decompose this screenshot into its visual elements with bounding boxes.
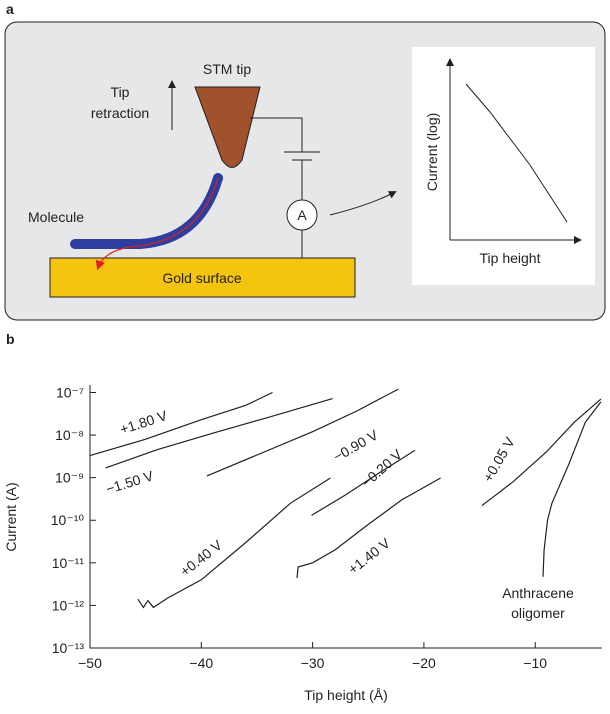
inset [412, 47, 595, 285]
inset-ylabel: Current (log) [424, 113, 440, 192]
curve [89, 391, 273, 457]
ammeter-label: A [297, 207, 307, 223]
y-tick-label: 10⁻¹⁰ [51, 512, 85, 528]
curve [137, 477, 331, 609]
x-tick-label: −40 [189, 655, 213, 671]
curve-label: +1.80 V [118, 407, 170, 437]
y-tick-label: 10⁻¹³ [52, 640, 85, 656]
curve-label: +1.40 V [345, 534, 394, 577]
y-tick-label: 10⁻¹² [52, 597, 85, 613]
inset-xlabel: Tip height [480, 250, 541, 266]
inset-curve [465, 83, 568, 223]
curve-label: +0.05 V [480, 434, 519, 485]
x-tick-label: −50 [78, 655, 102, 671]
current-path [95, 177, 219, 271]
curve [105, 398, 333, 469]
molecule-label: Molecule [28, 209, 84, 225]
y-tick-label: 10⁻⁹ [55, 470, 84, 486]
curve [542, 401, 602, 577]
curve [481, 398, 602, 507]
curve [311, 449, 416, 516]
curve-label: −1.50 V [104, 467, 156, 497]
surface-label: Gold surface [162, 270, 242, 286]
x-tick-label: −10 [523, 655, 547, 671]
ammeter [286, 199, 318, 231]
retraction-label: retraction [91, 105, 149, 121]
curve [206, 388, 399, 477]
curve-label: +0.40 V [177, 536, 226, 579]
y-axis-label: Current (A) [3, 482, 19, 551]
curve [296, 477, 441, 579]
circuit [250, 117, 320, 258]
panel-label: a [6, 1, 14, 17]
panel-label: b [6, 331, 15, 347]
stm-tip [194, 86, 261, 168]
retraction-label: Tip [111, 84, 130, 100]
tip-label: STM tip [203, 61, 251, 77]
curve-label: −0.20 V [358, 446, 405, 491]
y-tick-label: 10⁻⁷ [56, 384, 84, 400]
y-tick-label: 10⁻¹¹ [52, 555, 85, 571]
x-tick-label: −20 [412, 655, 436, 671]
x-axis-label: Tip height (Å) [304, 687, 388, 703]
curve-label: Anthracene oligomer [502, 585, 574, 621]
curve-label: −0.90 V [330, 426, 381, 465]
y-tick-label: 10⁻⁸ [55, 427, 84, 443]
x-tick-label: −30 [301, 655, 325, 671]
link-arrow [329, 191, 397, 216]
